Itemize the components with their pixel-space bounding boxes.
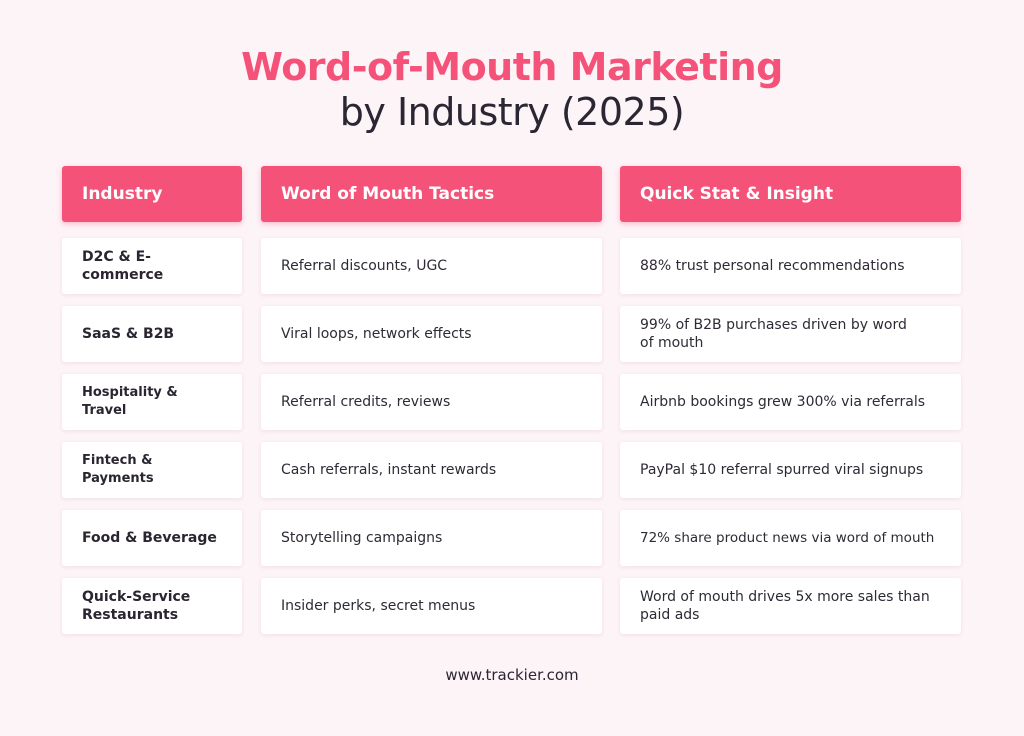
table-row-tactics: Storytelling campaigns [261,510,602,566]
table-row-stat: 88% trust personal recommendations [620,238,961,294]
table-row-stat: Airbnb bookings grew 300% via referrals [620,374,961,430]
table-row-stat: 72% share product news via word of mouth [620,510,961,566]
header-industry-label: Industry [82,184,163,204]
industry-label: Food & Beverage [82,530,217,546]
stat-text: 88% trust personal recommendations [640,258,905,274]
tactics-text: Insider perks, secret menus [281,598,476,614]
table-row-tactics: Referral credits, reviews [261,374,602,430]
industry-label: Fintech & Payments [82,453,154,486]
header-tactics: Word of Mouth Tactics [261,166,602,222]
tactics-text: Referral credits, reviews [281,394,451,410]
table-row-tactics: Referral discounts, UGC [261,238,602,294]
table-row-stat: 99% of B2B purchases driven by word of m… [620,306,961,362]
page-subtitle: by Industry (2025) [339,90,685,134]
page-title: Word-of-Mouth Marketing [241,45,783,89]
tactics-text: Referral discounts, UGC [281,258,448,274]
table-row-industry: Food & Beverage [62,510,242,566]
stat-text: Airbnb bookings grew 300% via referrals [640,394,925,410]
table-row-tactics: Viral loops, network effects [261,306,602,362]
table-row-tactics: Insider perks, secret menus [261,578,602,634]
table-row-industry: Hospitality & Travel [62,374,242,430]
title-block: Word-of-Mouth Marketing by Industry (202… [0,44,1024,134]
stat-text: Word of mouth drives 5x more sales than … [640,589,930,623]
tactics-text: Viral loops, network effects [281,326,472,342]
industry-label: D2C & E-commerce [82,249,164,283]
industry-label: Quick-Service Restaurants [82,589,191,623]
table-row-industry: SaaS & B2B [62,306,242,362]
tactics-text: Cash referrals, instant rewards [281,462,497,478]
header-tactics-label: Word of Mouth Tactics [281,184,495,204]
table-row-stat: Word of mouth drives 5x more sales than … [620,578,961,634]
table-row-industry: D2C & E-commerce [62,238,242,294]
table-row-tactics: Cash referrals, instant rewards [261,442,602,498]
tactics-text: Storytelling campaigns [281,530,443,546]
table-row-industry: Fintech & Payments [62,442,242,498]
table-row-industry: Quick-Service Restaurants [62,578,242,634]
footer-url: www.trackier.com [445,666,579,684]
stat-text: 99% of B2B purchases driven by word of m… [640,317,907,351]
header-stat-label: Quick Stat & Insight [640,184,834,204]
industry-label: Hospitality & Travel [82,385,178,418]
stat-text: PayPal $10 referral spurred viral signup… [640,462,924,478]
header-industry: Industry [62,166,242,222]
header-stat: Quick Stat & Insight [620,166,961,222]
stat-text: 72% share product news via word of mouth [640,530,935,546]
industry-label: SaaS & B2B [82,326,175,342]
table-row-stat: PayPal $10 referral spurred viral signup… [620,442,961,498]
